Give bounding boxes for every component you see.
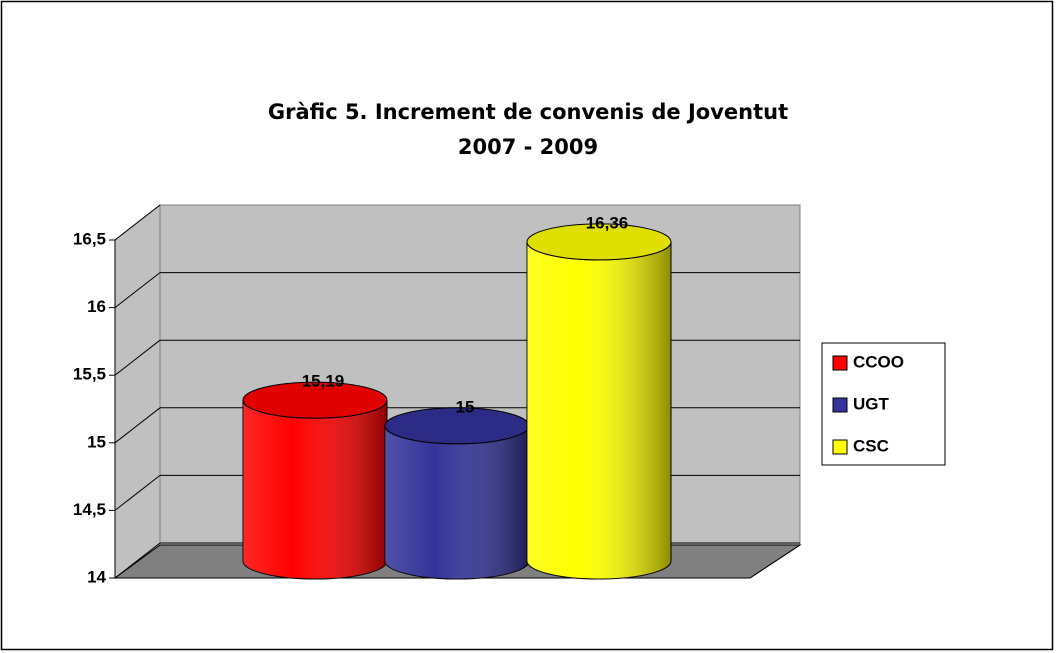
y-tick-label: 16,5 [73,229,106,248]
legend-label: CSC [853,436,889,455]
side-wall [114,203,161,579]
bar-top [242,381,388,419]
legend-label: UGT [853,394,890,413]
grid-line [114,475,161,511]
y-tick-label: 14,5 [73,500,106,519]
grid-line [114,542,161,579]
bar-top-shade [243,382,387,419]
bar-top-shade [527,223,671,260]
y-tick-label: 16 [87,297,106,316]
value-label: 15 [456,397,475,416]
x-axis [749,544,801,579]
legend-swatch [832,397,848,413]
bar-top [526,223,672,261]
grid-line [114,272,161,308]
value-label: 15,19 [302,372,345,391]
bar-shade [527,241,671,580]
bar-top-shade [385,407,529,444]
value-label: 16,36 [586,213,629,232]
chart-title: Gràfic 5. Increment de convenis de Joven… [268,100,788,124]
grid-line [114,339,161,376]
legend-swatch [832,355,848,371]
chart-subtitle: 2007 - 2009 [458,135,598,159]
bar-shade [243,400,387,579]
grid-line [114,204,161,241]
grid-line [114,407,161,444]
y-tick-label: 15,5 [73,365,106,384]
legend-label: CCOO [853,352,904,371]
bar-shade [385,425,529,579]
legend-swatch [832,439,848,455]
y-tick-label: 15 [87,432,106,451]
y-tick-label: 14 [87,567,106,586]
